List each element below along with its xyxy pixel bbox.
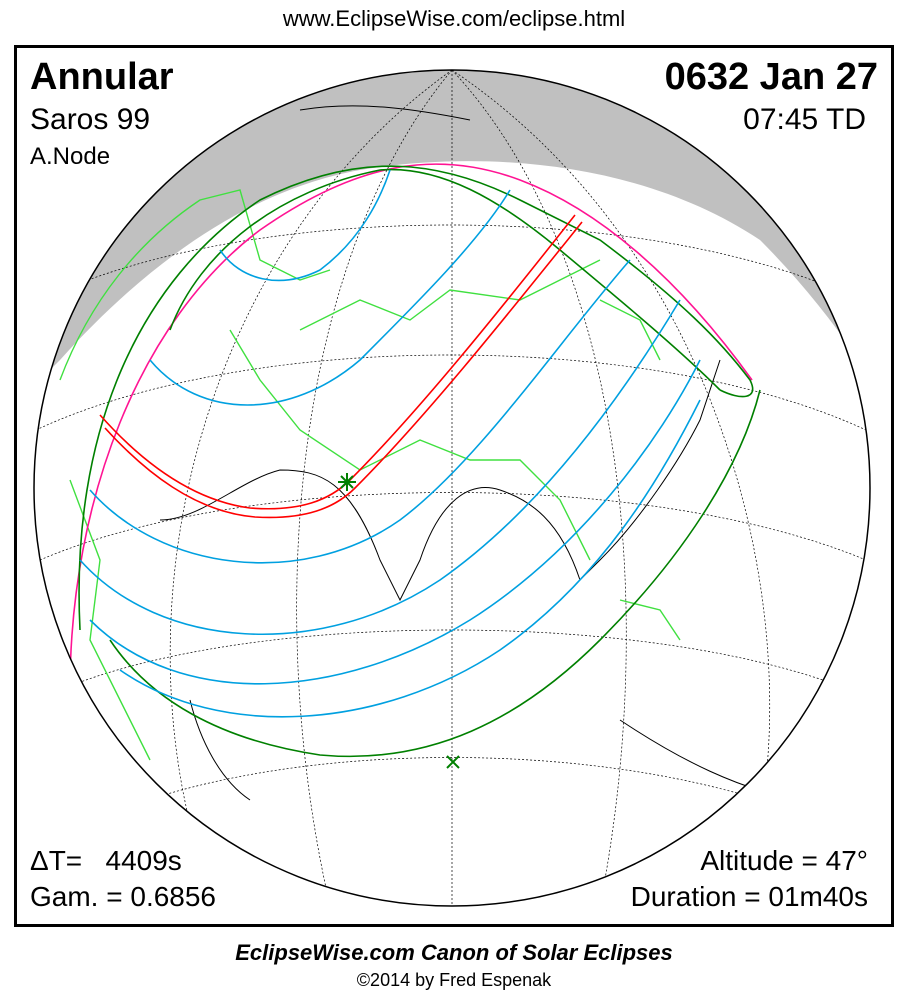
- magnitude-line: [149, 189, 511, 406]
- northern-penumbral-limit: [78, 165, 754, 631]
- greatest-eclipse-marker: [338, 473, 356, 491]
- globe: [34, 70, 870, 906]
- gamma: Gam. = 0.6856: [30, 881, 217, 912]
- country-borders: [59, 189, 681, 761]
- magnitude-line: [89, 259, 631, 564]
- duration: Duration = 01m40s: [630, 881, 868, 912]
- subsolar-point-marker: [446, 755, 460, 769]
- eclipse-time: 07:45 TD: [743, 103, 866, 136]
- altitude: Altitude = 47°: [700, 845, 868, 876]
- southern-penumbral-limit: [109, 389, 761, 758]
- node: A.Node: [30, 143, 111, 170]
- delta-t: ΔT= 4409s: [30, 845, 182, 876]
- map-frame: [14, 45, 894, 927]
- eclipse-type: Annular: [30, 56, 174, 98]
- eclipse-date: 0632 Jan 27: [664, 56, 878, 98]
- graticule: [35, 70, 867, 906]
- coastlines: [159, 105, 801, 801]
- magnitude-line: [79, 299, 681, 635]
- copyright: ©2014 by Fred Espenak: [356, 970, 552, 990]
- night-region: [34, 70, 870, 420]
- inner-limit: [169, 168, 721, 391]
- magnitude-line: [119, 399, 701, 718]
- rise-set-curve: [69, 163, 753, 691]
- saros-number: Saros 99: [30, 103, 151, 136]
- central-path: [99, 214, 583, 519]
- source-url: www.EclipseWise.com/eclipse.html: [282, 6, 626, 31]
- canon-title: EclipseWise.com Canon of Solar Eclipses: [235, 940, 673, 965]
- magnitude-line: [89, 359, 701, 685]
- magnitude-line: [219, 169, 391, 282]
